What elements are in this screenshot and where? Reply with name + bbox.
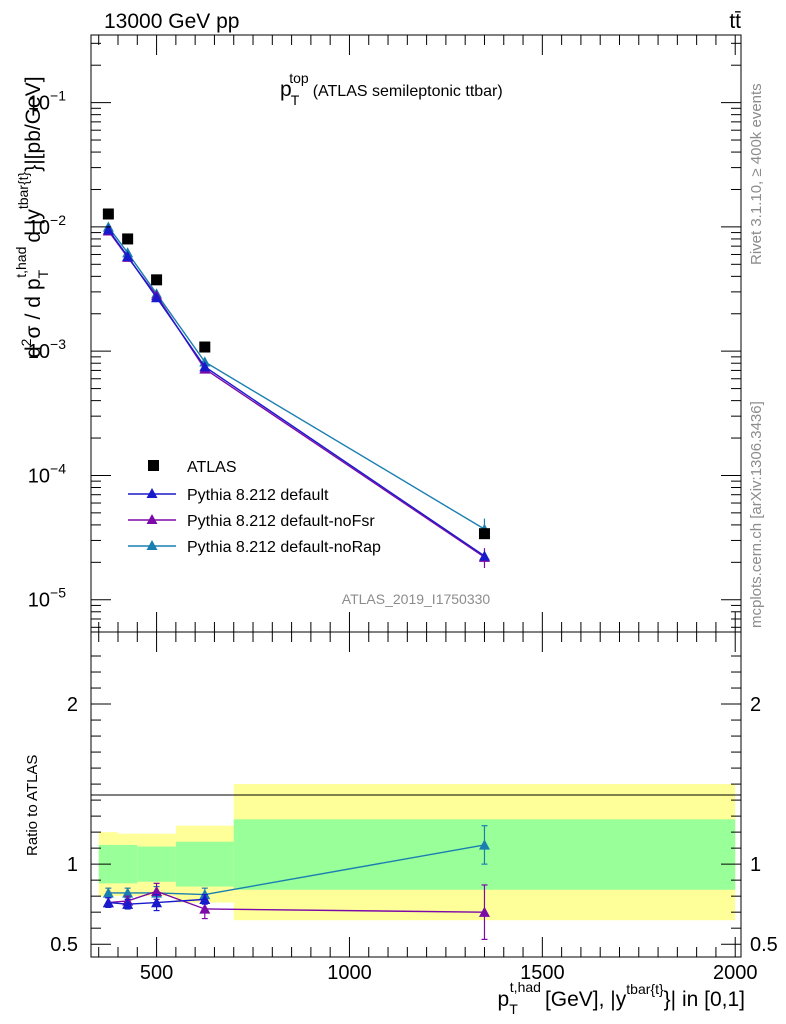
main-y-tick-label: 10−4 xyxy=(28,460,66,487)
main-panel: 10−1 10−2 10−3 10−4 10−5 pTtop(ATLAS semilep… xyxy=(13,34,742,652)
ratio-point-pythia-8-212-default-norap xyxy=(478,839,490,850)
title-sup: top xyxy=(289,70,309,86)
title-p: p xyxy=(280,78,292,101)
ratio-frame xyxy=(90,631,742,958)
ratio-point-pythia-8-212-default-nofsr xyxy=(478,906,490,917)
plot-title: pTtop(ATLAS semileptonic ttbar) xyxy=(280,70,503,108)
ratio-xlabel: pTt,had[GeV], |ytbar{t}}| in [0,1] xyxy=(498,979,745,1017)
data-point-atlas xyxy=(199,341,211,353)
main-y-tick-label: 10−5 xyxy=(28,585,66,612)
series-point-pythia-8-212-default xyxy=(151,292,163,303)
analysis-watermark: ATLAS_2019_I1750330 xyxy=(342,591,491,607)
series-point-pythia-8-212-default xyxy=(478,550,490,561)
title-sub: T xyxy=(291,92,300,108)
ratio-y-tick-label: 1 xyxy=(67,854,78,876)
data-point-atlas xyxy=(151,274,163,286)
x-tick-label: 2000 xyxy=(713,962,758,984)
x-tick-label: 1500 xyxy=(520,962,565,984)
series-line-pythia-8-212-default xyxy=(107,229,485,557)
band-stat-uncertainty xyxy=(137,846,176,882)
mcplots-label: mcplots.cern.ch [arXiv:1306.3436] xyxy=(748,401,765,628)
data-point-atlas xyxy=(122,233,134,245)
ratio-point-pythia-8-212-default xyxy=(151,897,163,908)
ratio-panel: 500 1000 1500 2000 0.5 0.5 1 1 2 2 Ratio to ATLAS… xyxy=(24,631,778,1017)
ratio-point-pythia-8-212-default xyxy=(122,898,134,909)
series-point-pythia-8-212-default xyxy=(102,224,114,235)
legend-marker-norap xyxy=(146,540,158,550)
legend-marker-default xyxy=(146,488,158,498)
rivet-label: Rivet 3.1.10, ≥ 400k events xyxy=(748,83,765,265)
main-axis-ticks: 10−1 10−2 10−3 10−4 10−5 xyxy=(28,35,741,652)
data-point-atlas xyxy=(102,208,114,220)
legend-label-nofsr: Pythia 8.212 default-noFsr xyxy=(187,513,375,530)
band-stat-uncertainty xyxy=(118,844,138,884)
ratio-axis-ticks: 500 1000 1500 2000 0.5 0.5 1 1 2 2 xyxy=(50,655,778,984)
band-stat-uncertainty xyxy=(175,841,234,887)
ratio-line-pythia-8-212-default xyxy=(108,898,205,905)
series-line-pythia-8-212-default-nofsr xyxy=(107,230,485,558)
ratio-ylabel: Ratio to ATLAS xyxy=(24,755,41,856)
legend-marker-atlas xyxy=(148,460,159,471)
legend: ATLAS Pythia 8.212 default Pythia 8.212 … xyxy=(128,459,381,556)
ratio-point-pythia-8-212-default xyxy=(102,897,114,908)
process-label: tt̄ xyxy=(729,10,741,33)
ratio-y-tick-label: 0.5 xyxy=(50,934,78,956)
main-y-tick-label: 10−1 xyxy=(28,88,66,115)
ratio-point-pythia-8-212-default-norap xyxy=(122,887,134,898)
x-tick-label: 1000 xyxy=(327,962,372,984)
beam-label: 13000 GeV pp xyxy=(104,10,239,33)
ratio-y-tick-label: 2 xyxy=(67,694,78,716)
data-point-atlas xyxy=(478,528,490,540)
legend-label-norap: Pythia 8.212 default-noRap xyxy=(187,539,381,556)
x-tick-label: 500 xyxy=(140,962,173,984)
ratio-point-pythia-8-212-default-nofsr xyxy=(151,885,163,897)
legend-label-default: Pythia 8.212 default xyxy=(187,487,329,504)
legend-label-atlas: ATLAS xyxy=(187,459,237,476)
main-y-tick-label: 10−3 xyxy=(28,336,66,363)
title-rest: (ATLAS semileptonic ttbar) xyxy=(313,83,503,100)
ratio-point-pythia-8-212-default-norap xyxy=(102,887,114,898)
ratio-y-tick-label-right: 1 xyxy=(750,854,761,876)
series-line-pythia-8-212-default-norap xyxy=(107,226,485,530)
ratio-series-layer xyxy=(102,825,490,940)
ratio-y-tick-label-right: 0.5 xyxy=(750,934,778,956)
series-point-pythia-8-212-default xyxy=(199,361,211,372)
main-series-layer xyxy=(102,208,490,569)
ratio-point-pythia-8-212-default xyxy=(199,893,211,905)
main-ylabel: d2σ/dpTt,hadd |ytbar{t}}|[pb/GeV] xyxy=(13,76,51,358)
series-point-pythia-8-212-default xyxy=(122,250,134,261)
legend-marker-nofsr xyxy=(146,514,158,524)
ratio-point-pythia-8-212-default-nofsr xyxy=(199,903,211,914)
main-y-tick-label: 10−2 xyxy=(28,212,66,239)
ratio-y-tick-label-right: 2 xyxy=(750,694,761,716)
